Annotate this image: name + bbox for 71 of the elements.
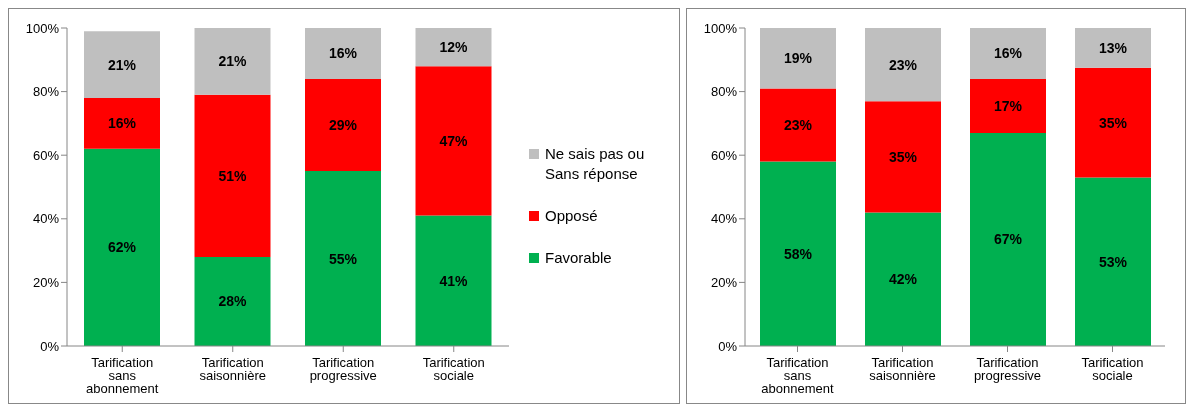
- data-label: 35%: [1098, 114, 1128, 131]
- bar: [194, 94, 271, 257]
- data-label: 19%: [783, 50, 813, 67]
- x-tick-label: Tarification sans abonnement: [761, 355, 835, 397]
- legend-label: Ne sais pas ou Sans réponse: [545, 144, 646, 184]
- data-label: 12%: [439, 39, 469, 56]
- data-label: 16%: [993, 45, 1023, 62]
- data-label: 23%: [783, 116, 813, 133]
- bar: [84, 31, 160, 98]
- bar: [305, 28, 381, 79]
- bar: [760, 161, 836, 346]
- y-tick-label: 20%: [32, 275, 60, 291]
- data-label: 21%: [218, 53, 248, 70]
- x-tick-label: Tarification saisonnière: [869, 355, 936, 384]
- x-tick-label: Tarification progressive: [973, 355, 1042, 384]
- y-tick-label: 100%: [25, 20, 60, 36]
- data-label: 55%: [328, 250, 358, 267]
- data-label: 17%: [993, 97, 1023, 114]
- data-label: 53%: [1098, 253, 1128, 270]
- bar: [970, 28, 1046, 79]
- data-label: 62%: [107, 239, 137, 256]
- bar: [305, 78, 381, 172]
- bar: [865, 212, 941, 346]
- x-tick-label: Tarification sociale: [1081, 355, 1144, 384]
- bar: [865, 28, 941, 102]
- y-tick-label: 80%: [710, 84, 738, 100]
- data-label: 41%: [439, 272, 469, 289]
- data-label: 51%: [218, 167, 248, 184]
- y-tick-label: 60%: [32, 147, 60, 163]
- x-tick-label: Tarification sans abonnement: [86, 355, 159, 397]
- bar: [84, 97, 160, 149]
- y-tick-label: 40%: [32, 211, 60, 227]
- y-tick-label: 100%: [703, 20, 738, 36]
- data-label: 13%: [1098, 39, 1128, 56]
- bar: [194, 256, 271, 346]
- data-label: 23%: [888, 56, 918, 73]
- y-tick-label: 80%: [32, 84, 60, 100]
- bar: [970, 132, 1046, 346]
- bar: [415, 215, 492, 346]
- y-tick-label: 0%: [40, 338, 60, 354]
- bar: [84, 148, 160, 346]
- y-tick-label: 0%: [718, 338, 738, 354]
- x-tick-label: Tarification progressive: [309, 355, 377, 384]
- bar: [760, 88, 836, 162]
- data-label: 35%: [888, 148, 918, 165]
- data-label: 42%: [888, 271, 918, 288]
- bar: [415, 66, 492, 216]
- legend-label: Opposé: [545, 206, 599, 226]
- bar: [415, 28, 492, 67]
- bar: [305, 171, 381, 346]
- data-label: 67%: [993, 231, 1023, 248]
- legend-label: Favorable: [545, 248, 613, 268]
- data-label: 47%: [439, 132, 469, 149]
- y-tick-label: 40%: [710, 211, 738, 227]
- y-tick-label: 60%: [710, 147, 738, 163]
- bar: [865, 101, 941, 213]
- bar: [1075, 67, 1151, 178]
- data-label: 28%: [218, 293, 248, 310]
- data-label: 29%: [328, 116, 358, 133]
- data-label: 21%: [107, 56, 137, 73]
- x-tick-label: Tarification saisonnière: [199, 355, 266, 384]
- bar: [1075, 177, 1151, 346]
- bar: [194, 28, 271, 95]
- bar: [1075, 28, 1151, 68]
- y-tick-label: 20%: [710, 275, 738, 291]
- bar: [760, 28, 836, 89]
- data-label: 16%: [328, 45, 358, 62]
- bar: [970, 78, 1046, 133]
- x-tick-label: Tarification sociale: [422, 355, 485, 384]
- data-label: 16%: [107, 115, 137, 132]
- data-label: 58%: [783, 245, 813, 262]
